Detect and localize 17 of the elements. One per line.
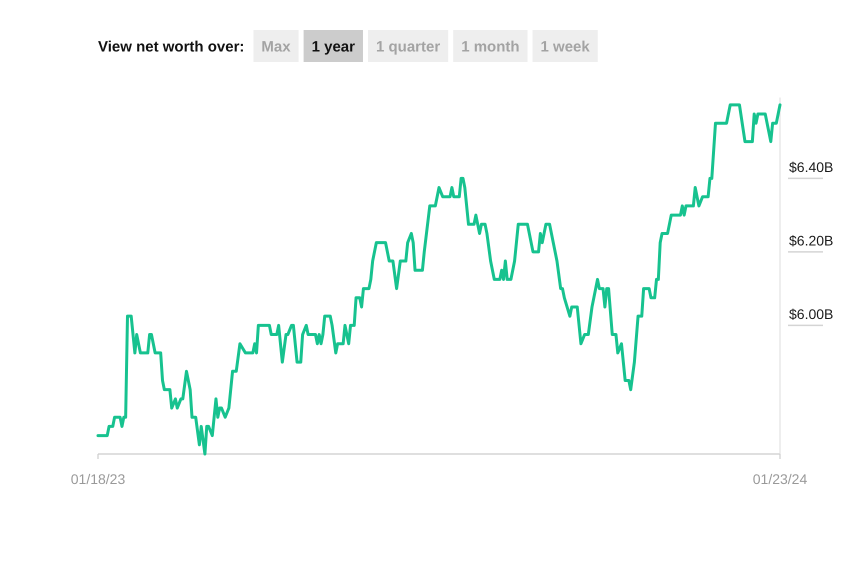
button[interactable]: 1 month [453, 30, 528, 62]
x-tick-label: 01/18/23 [70, 471, 126, 487]
category-label: 1 year [312, 38, 356, 56]
category-label: Max [261, 38, 292, 56]
button[interactable]: 1 week [532, 30, 598, 62]
button[interactable]: 1 year [304, 30, 363, 62]
text: View net worth over: [98, 38, 244, 56]
y-tick-label: $6.00B [789, 306, 834, 322]
y-tick-label: $6.20B [789, 232, 834, 249]
category-label: 1 month [461, 38, 520, 56]
button[interactable]: Max [253, 30, 299, 62]
y-tick-label: $6.40B [789, 159, 834, 176]
category-label: 1 week [540, 38, 590, 56]
line-series [96, 103, 782, 456]
x-tick-label: 01/23/24 [752, 471, 808, 487]
category-label: 1 quarter [376, 38, 440, 56]
button[interactable]: 1 quarter [368, 30, 448, 62]
